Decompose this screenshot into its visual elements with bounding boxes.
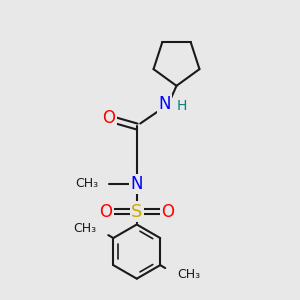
Text: CH₃: CH₃ [177, 268, 200, 281]
Text: H: H [176, 99, 187, 113]
Text: N: N [130, 175, 143, 193]
Text: O: O [102, 109, 115, 127]
Text: O: O [99, 203, 112, 221]
Text: O: O [161, 203, 174, 221]
Text: N: N [158, 95, 171, 113]
Text: S: S [131, 203, 142, 221]
Text: CH₃: CH₃ [75, 177, 98, 190]
Text: CH₃: CH₃ [74, 222, 97, 235]
